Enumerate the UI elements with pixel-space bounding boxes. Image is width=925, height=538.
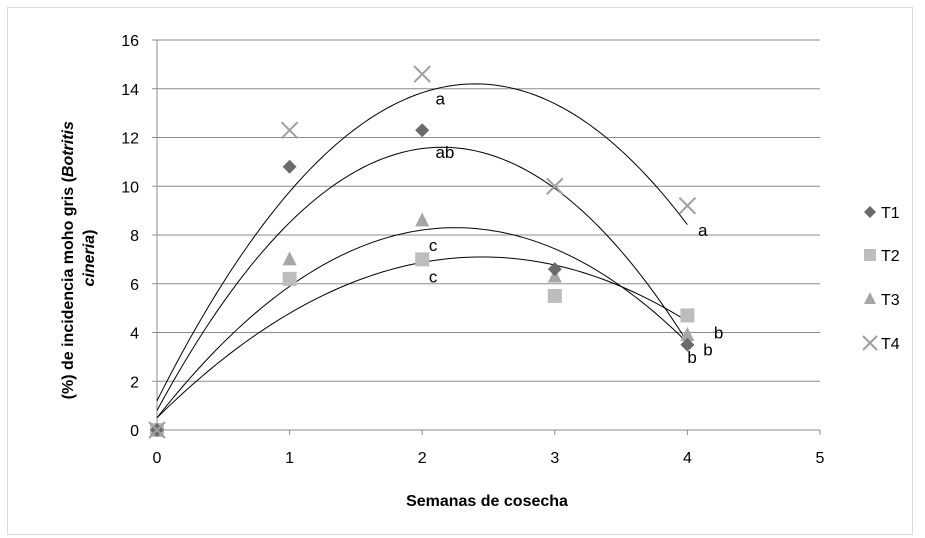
x-stroke-b: [280, 121, 299, 139]
y-axis-label: (%) de incidencia moho gris (Botritis ci…: [60, 117, 98, 400]
significance-letter: b: [714, 324, 723, 343]
legend-marker-square: [864, 249, 876, 261]
point-t1: [680, 337, 695, 352]
trendline-T4: [156, 83, 688, 401]
x-stroke-b: [148, 421, 166, 439]
legend-item-t1: T1: [864, 205, 900, 222]
trendline-T1: [156, 146, 688, 411]
point-t2: [547, 288, 562, 303]
significance-letter: c: [429, 267, 438, 286]
x-stroke-b: [546, 177, 564, 195]
point-t3: [680, 326, 695, 341]
point-t2: [680, 308, 695, 323]
x-tick-label: 1: [285, 450, 294, 467]
significance-letter: a: [435, 90, 445, 109]
significance-letter: c: [429, 236, 438, 255]
legend-item-t2: T2: [864, 248, 900, 265]
x-stroke-b: [413, 65, 431, 83]
significance-letter: ab: [435, 143, 454, 162]
y-tick-label: 0: [130, 423, 139, 440]
legend-label: T2: [881, 248, 900, 265]
y-tick-label: 16: [121, 33, 139, 50]
y-tick-label: 6: [130, 277, 139, 294]
point-t4: [678, 197, 697, 215]
point-t2: [415, 252, 430, 267]
legend-item-t3: T3: [864, 292, 900, 309]
legend-label: T3: [881, 292, 900, 309]
significance-letter: a: [698, 221, 708, 240]
point-t2: [282, 271, 297, 286]
point-t4: [280, 121, 299, 139]
x-tick-label: 4: [683, 450, 692, 467]
chart-border: [7, 7, 913, 535]
y-label-close: ): [81, 230, 98, 235]
point-t3: [415, 212, 430, 227]
legend-marker-diamond: [864, 206, 876, 218]
y-tick-label: 8: [130, 228, 139, 245]
x-tick-label: 3: [550, 450, 559, 467]
y-label-italic-genus: Botritis: [60, 121, 77, 177]
x-axis-label: Semanas de cosecha: [406, 493, 568, 510]
legend-label: T1: [881, 205, 900, 222]
x-tick-label: 5: [816, 450, 825, 467]
significance-letter: b: [687, 348, 696, 367]
data-points: [148, 65, 697, 439]
legend: T1 T2 T3 T4: [862, 205, 900, 353]
point-t4: [546, 177, 564, 195]
y-tick-label: 2: [130, 374, 139, 391]
x-tick-label: 0: [153, 450, 162, 467]
legend-item-t4: T4: [862, 335, 900, 353]
point-t4: [413, 65, 431, 83]
point-t1: [415, 123, 430, 138]
y-tick-label: 10: [121, 179, 139, 196]
point-t3: [282, 251, 297, 266]
legend-marker-x-b: [862, 335, 878, 351]
axes: [152, 39, 821, 435]
gridlines: [157, 39, 820, 382]
x-tick-label: 2: [418, 450, 427, 467]
trendline-T3: [156, 227, 688, 419]
y-label-italic-species: cineria: [81, 235, 98, 287]
y-tick-label: 4: [130, 326, 139, 343]
y-tick-label: 14: [121, 82, 139, 99]
legend-label: T4: [881, 336, 900, 353]
point-t1: [282, 159, 297, 174]
point-t4: [148, 421, 166, 439]
x-stroke-b: [678, 197, 697, 215]
point-t1: [547, 262, 562, 277]
significance-letter: b: [703, 341, 712, 360]
y-label-line1: (%) de incidencia moho gris (: [60, 176, 77, 399]
legend-marker-triangle: [864, 292, 876, 304]
y-tick-label: 12: [121, 131, 139, 148]
